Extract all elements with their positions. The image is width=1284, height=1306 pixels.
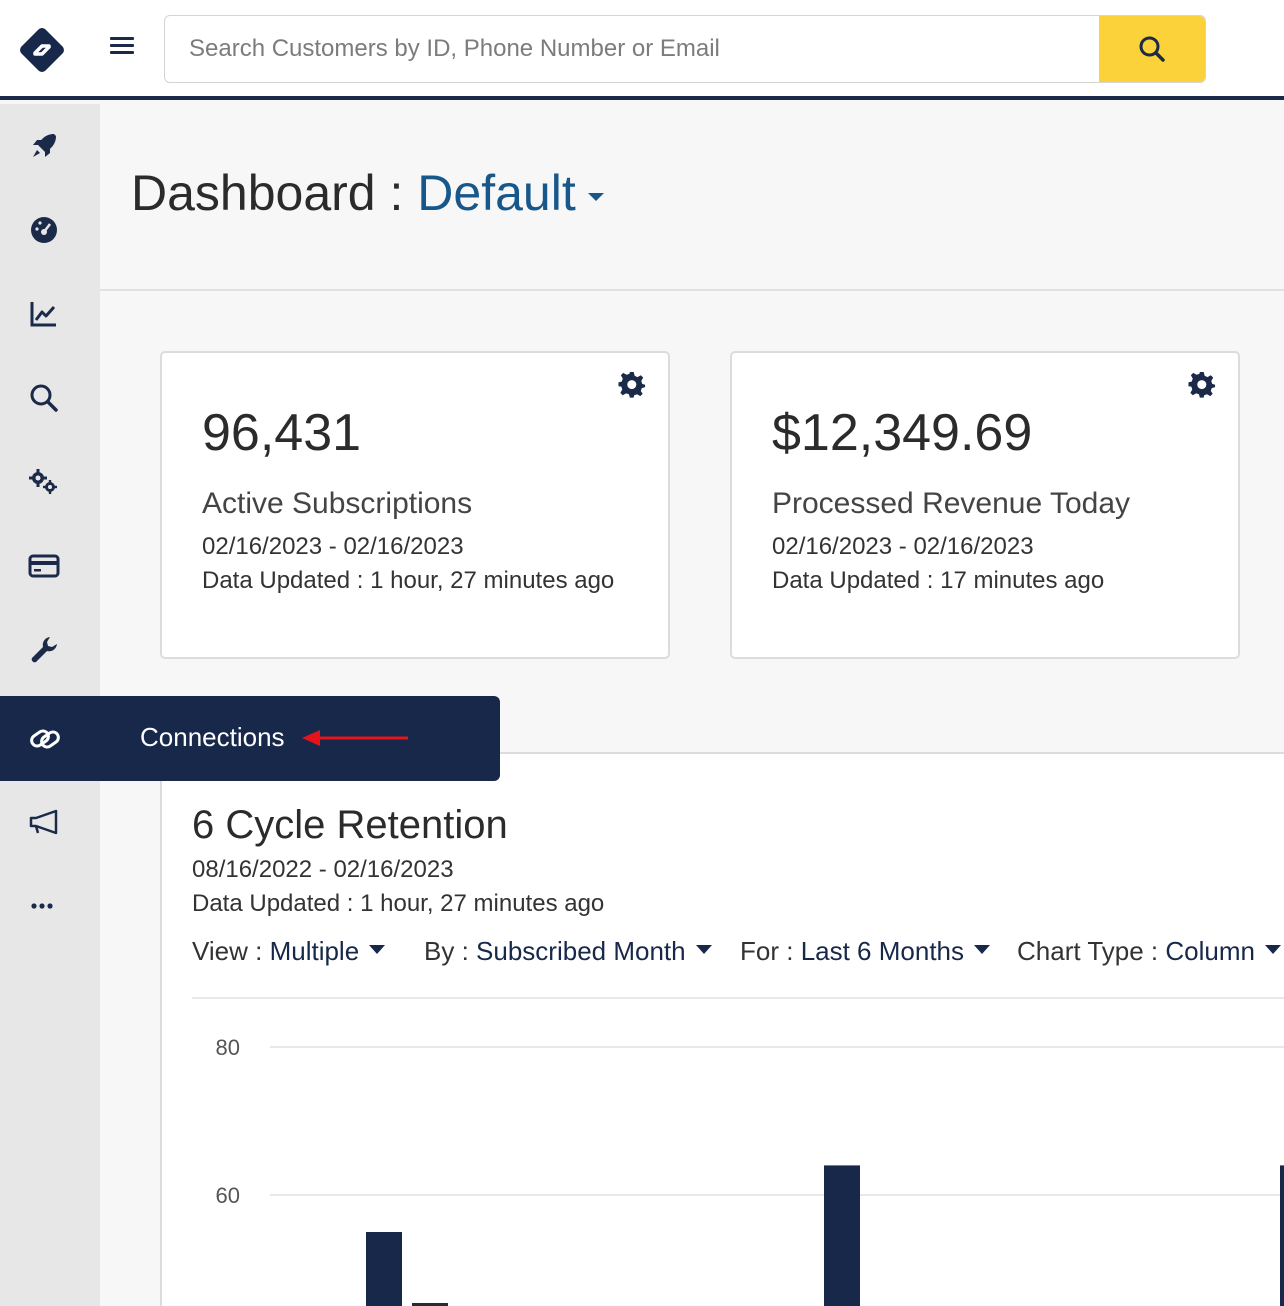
gear-icon[interactable] [1188, 371, 1216, 399]
kpi-date-range: 02/16/2023 - 02/16/2023 [202, 533, 464, 560]
hamburger-menu-icon[interactable] [108, 34, 136, 62]
retention-panel [160, 752, 1284, 1306]
sidebar-item-more[interactable] [0, 864, 100, 948]
sidebar-item-tools[interactable] [0, 608, 100, 692]
kpi-value: $12,349.69 [772, 404, 1033, 462]
customer-search-input[interactable] [165, 16, 1099, 82]
filter-value: Subscribed Month [476, 936, 686, 966]
annotation-arrow [302, 730, 408, 746]
sidebar-item-marketing[interactable] [0, 780, 100, 864]
sidebar-item-search[interactable] [0, 356, 100, 440]
page-title-prefix: Dashboard : [131, 165, 404, 221]
y-tick-label: 80 [216, 1035, 240, 1060]
kpi-card-subscriptions: 96,431 Active Subscriptions 02/16/2023 -… [160, 351, 670, 659]
wrench-icon [31, 637, 57, 663]
caret-down-icon [369, 944, 386, 954]
customer-search-bar [164, 15, 1206, 83]
kpi-updated: Data Updated : 1 hour, 27 minutes ago [202, 567, 615, 594]
filter-value: Column [1165, 936, 1255, 966]
chart-type-filter[interactable]: Chart Type : Column [1017, 936, 1281, 967]
panel-date-range: 08/16/2022 - 02/16/2023 [192, 856, 454, 883]
dashboard-gauge-icon [31, 217, 57, 243]
search-icon [1139, 36, 1165, 62]
kpi-card-revenue: $12,349.69 Processed Revenue Today 02/16… [730, 351, 1240, 659]
credit-card-icon [28, 554, 60, 578]
search-button[interactable] [1099, 16, 1205, 82]
filter-label: For : [740, 936, 794, 966]
panel-title: 6 Cycle Retention [192, 803, 508, 847]
sidebar-item-launch[interactable] [0, 104, 100, 188]
filter-label: Chart Type : [1017, 936, 1159, 966]
sidebar-item-settings[interactable] [0, 440, 100, 524]
megaphone-icon [29, 809, 58, 835]
filter-label: By : [424, 936, 469, 966]
kpi-label: Processed Revenue Today [772, 487, 1131, 520]
sidebar-item-analytics[interactable] [0, 272, 100, 356]
for-filter[interactable]: For : Last 6 Months [740, 936, 990, 967]
rocket-icon [33, 134, 56, 157]
cogs-icon [29, 469, 57, 494]
caret-down-icon [974, 944, 990, 954]
view-filter[interactable]: View : Multiple [192, 936, 386, 967]
dashboard-select[interactable]: Default [417, 165, 604, 221]
chart-filters: View : Multiple By : Subscribed Month Fo… [192, 936, 1284, 972]
filters-divider [192, 997, 1284, 999]
caret-down-icon [695, 944, 712, 954]
link-icon [30, 729, 60, 749]
chart-bar[interactable] [1280, 1165, 1284, 1306]
kpi-value: 96,431 [202, 404, 362, 462]
kpi-updated: Data Updated : 17 minutes ago [772, 567, 1105, 594]
dashboard-select-value: Default [417, 165, 576, 221]
filter-value: Multiple [269, 936, 360, 966]
line-chart-icon [30, 302, 56, 327]
top-header [0, 0, 1284, 100]
chevron-down-icon [587, 192, 604, 201]
sidebar-item-label: Connections [140, 722, 285, 752]
retention-chart: 80 60 [216, 1035, 1284, 1306]
chart-bar[interactable] [412, 1303, 448, 1306]
filter-label: View : [192, 936, 263, 966]
kpi-date-range: 02/16/2023 - 02/16/2023 [772, 533, 1034, 560]
sidebar-item-billing[interactable] [0, 524, 100, 608]
more-icon [31, 903, 53, 909]
section-divider [100, 289, 1284, 291]
kpi-label: Active Subscriptions [202, 487, 473, 520]
gear-icon[interactable] [618, 371, 646, 399]
search-icon [30, 384, 58, 412]
panel-updated: Data Updated : 1 hour, 27 minutes ago [192, 890, 605, 917]
sidebar-item-connections[interactable]: Connections [0, 696, 500, 781]
y-tick-label: 60 [216, 1183, 240, 1208]
sidebar-item-dashboard[interactable] [0, 188, 100, 272]
filter-value: Last 6 Months [800, 936, 964, 966]
brand-logo-icon[interactable] [18, 26, 66, 74]
chart-bar[interactable] [824, 1165, 860, 1306]
by-filter[interactable]: By : Subscribed Month [424, 936, 712, 967]
chart-bar[interactable] [366, 1232, 402, 1306]
page-title: Dashboard : Default [131, 164, 604, 222]
caret-down-icon [1264, 944, 1281, 954]
